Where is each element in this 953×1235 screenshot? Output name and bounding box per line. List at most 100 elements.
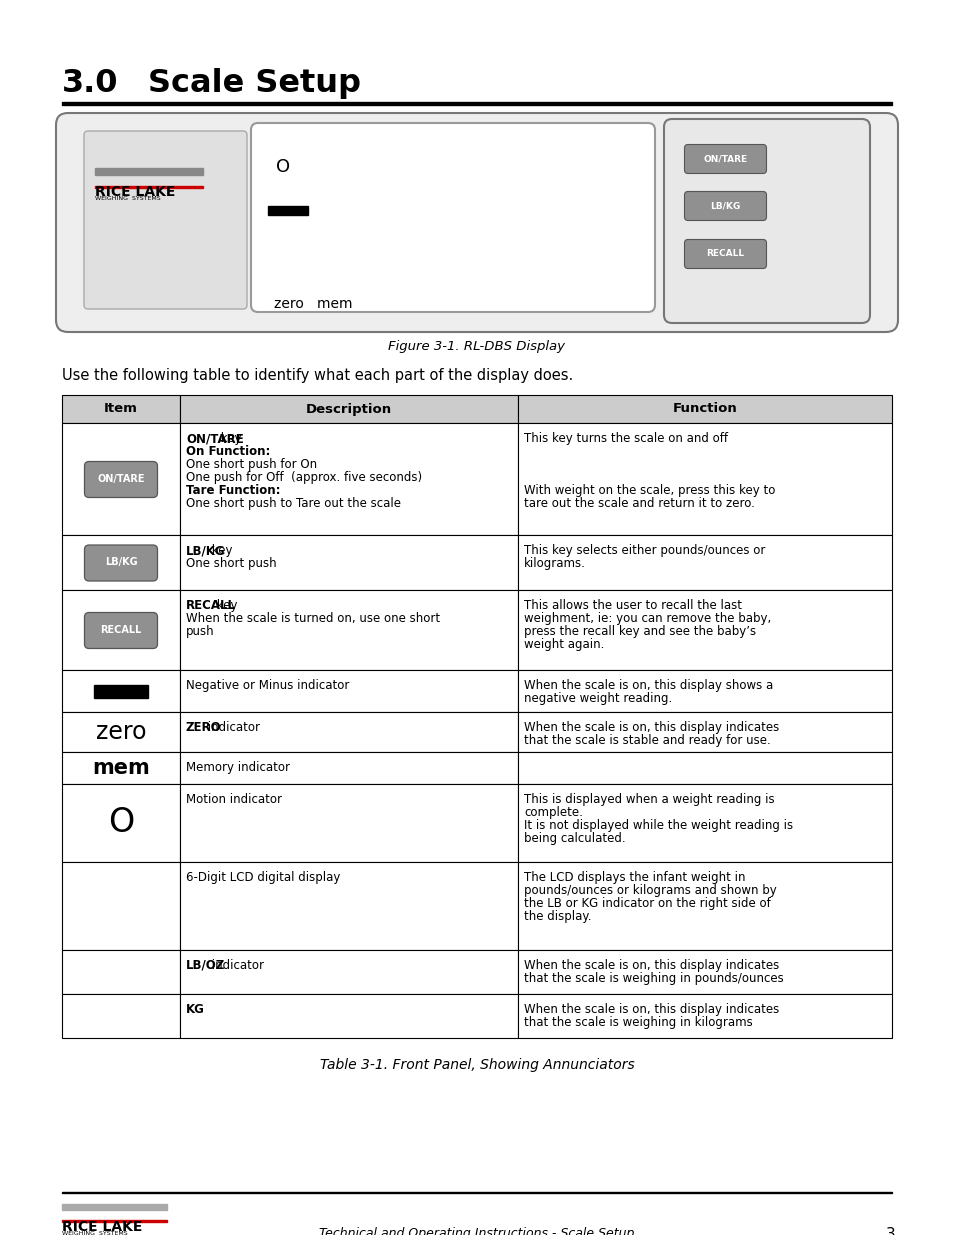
Text: the display.: the display. — [523, 910, 591, 923]
Bar — [268, 206, 308, 215]
Text: When the scale is on, this display indicates: When the scale is on, this display indic… — [523, 960, 779, 972]
Bar — [62, 395, 180, 424]
Bar — [517, 713, 891, 752]
Text: pounds/ounces or kilograms and shown by: pounds/ounces or kilograms and shown by — [523, 884, 776, 897]
Text: Table 3-1. Front Panel, Showing Annunciators: Table 3-1. Front Panel, Showing Annuncia… — [319, 1058, 634, 1072]
Bar — [180, 950, 517, 994]
Text: ON/TARE: ON/TARE — [97, 474, 145, 484]
FancyBboxPatch shape — [85, 462, 157, 498]
Bar — [180, 671, 517, 713]
Bar — [62, 424, 180, 535]
Bar — [180, 535, 517, 590]
FancyBboxPatch shape — [56, 112, 897, 332]
Bar — [62, 994, 180, 1037]
Text: LB/KG: LB/KG — [710, 201, 740, 210]
Bar — [62, 1192, 891, 1193]
Text: that the scale is weighing in kilograms: that the scale is weighing in kilograms — [523, 1016, 752, 1029]
Text: This is displayed when a weight reading is: This is displayed when a weight reading … — [523, 793, 774, 806]
Text: push: push — [186, 625, 214, 638]
Bar — [180, 752, 517, 784]
Text: O: O — [275, 158, 290, 177]
Bar — [517, 994, 891, 1037]
Bar — [62, 784, 180, 862]
Text: tare out the scale and return it to zero.: tare out the scale and return it to zero… — [523, 496, 754, 510]
Text: One short push for On: One short push for On — [186, 458, 316, 471]
FancyBboxPatch shape — [663, 119, 869, 324]
Bar — [180, 395, 517, 424]
Bar — [62, 1220, 167, 1221]
Text: When the scale is on, this display indicates: When the scale is on, this display indic… — [523, 1003, 779, 1016]
Text: When the scale is on, this display indicates: When the scale is on, this display indic… — [523, 721, 779, 734]
Text: zero   mem: zero mem — [274, 296, 352, 311]
Text: Figure 3-1. RL-DBS Display: Figure 3-1. RL-DBS Display — [388, 340, 565, 353]
Text: RECALL: RECALL — [100, 625, 142, 635]
Bar — [62, 535, 180, 590]
Text: kilograms.: kilograms. — [523, 557, 585, 571]
Text: This key turns the scale on and off: This key turns the scale on and off — [523, 432, 727, 445]
Bar — [62, 862, 180, 950]
Text: negative weight reading.: negative weight reading. — [523, 692, 672, 705]
Bar — [62, 752, 180, 784]
Bar — [62, 590, 180, 671]
Bar — [517, 395, 891, 424]
Text: indicator: indicator — [208, 960, 264, 972]
FancyBboxPatch shape — [251, 124, 655, 312]
FancyBboxPatch shape — [85, 613, 157, 648]
Bar — [517, 950, 891, 994]
Text: Scale Setup: Scale Setup — [148, 68, 360, 99]
Bar — [62, 1204, 167, 1210]
Bar — [62, 950, 180, 994]
Text: With weight on the scale, press this key to: With weight on the scale, press this key… — [523, 484, 775, 496]
Text: being calculated.: being calculated. — [523, 832, 625, 845]
Text: the LB or KG indicator on the right side of: the LB or KG indicator on the right side… — [523, 897, 770, 910]
Bar — [95, 168, 203, 175]
Text: 3.0: 3.0 — [62, 68, 118, 99]
Text: Use the following table to identify what each part of the display does.: Use the following table to identify what… — [62, 368, 573, 383]
Text: RICE LAKE: RICE LAKE — [95, 185, 175, 199]
Text: Function: Function — [672, 403, 737, 415]
Text: One push for Off  (approx. five seconds): One push for Off (approx. five seconds) — [186, 471, 421, 484]
Bar — [180, 862, 517, 950]
Text: Description: Description — [306, 403, 392, 415]
Text: Tare Function:: Tare Function: — [186, 484, 280, 496]
Bar — [517, 671, 891, 713]
Text: Memory indicator: Memory indicator — [186, 761, 290, 774]
Text: weighment, ie: you can remove the baby,: weighment, ie: you can remove the baby, — [523, 613, 770, 625]
Text: LB/KG: LB/KG — [105, 557, 137, 568]
Text: WEIGHING  SYSTEMS: WEIGHING SYSTEMS — [62, 1231, 128, 1235]
Text: key: key — [216, 432, 241, 445]
Text: that the scale is weighing in pounds/ounces: that the scale is weighing in pounds/oun… — [523, 972, 783, 986]
Bar — [180, 713, 517, 752]
Text: When the scale is on, this display shows a: When the scale is on, this display shows… — [523, 679, 773, 692]
Text: 6-Digit LCD digital display: 6-Digit LCD digital display — [186, 871, 340, 884]
Text: key: key — [213, 599, 236, 613]
FancyBboxPatch shape — [85, 545, 157, 580]
Text: key: key — [208, 543, 233, 557]
Bar — [62, 101, 891, 105]
Text: This allows the user to recall the last: This allows the user to recall the last — [523, 599, 741, 613]
Text: One short push: One short push — [186, 557, 276, 571]
Text: weight again.: weight again. — [523, 638, 604, 651]
Bar — [517, 535, 891, 590]
Text: Item: Item — [104, 403, 138, 415]
Bar — [180, 590, 517, 671]
FancyBboxPatch shape — [84, 131, 247, 309]
FancyBboxPatch shape — [684, 191, 765, 221]
Bar — [517, 752, 891, 784]
Text: ZERO: ZERO — [186, 721, 221, 734]
Text: RICE LAKE: RICE LAKE — [62, 1220, 142, 1234]
Bar — [517, 424, 891, 535]
Bar — [517, 590, 891, 671]
Text: complete.: complete. — [523, 806, 582, 819]
Text: mem: mem — [92, 758, 150, 778]
Text: On Function:: On Function: — [186, 445, 270, 458]
Text: RECALL: RECALL — [706, 249, 743, 258]
Text: When the scale is turned on, use one short: When the scale is turned on, use one sho… — [186, 613, 439, 625]
Text: that the scale is stable and ready for use.: that the scale is stable and ready for u… — [523, 734, 770, 747]
Bar — [94, 685, 148, 698]
Text: WEIGHING  SYSTEMS: WEIGHING SYSTEMS — [95, 196, 160, 201]
Text: ON/TARE: ON/TARE — [186, 432, 244, 445]
Text: RECALL: RECALL — [186, 599, 235, 613]
Bar — [95, 185, 203, 188]
Text: LB/OZ: LB/OZ — [186, 960, 225, 972]
